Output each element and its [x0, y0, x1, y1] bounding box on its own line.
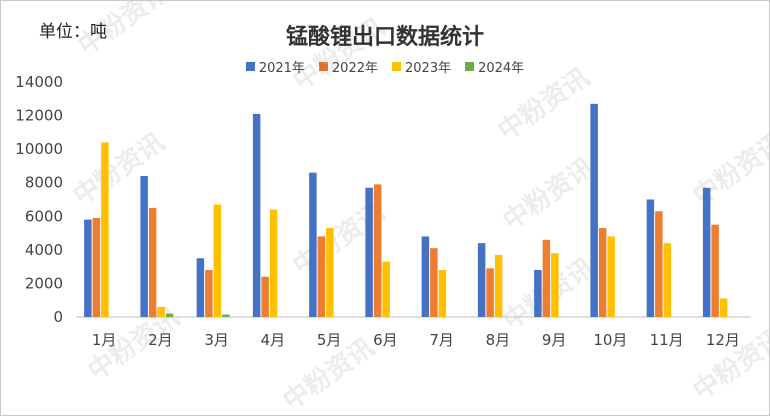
x-tick-label-5: 6月: [373, 331, 398, 349]
bar-0-11: [702, 187, 711, 317]
bar-2-0: [101, 142, 109, 317]
x-tick-label-1: 2月: [148, 331, 173, 349]
bar-2-10: [663, 243, 672, 317]
bar-1-0: [92, 217, 101, 317]
bar-1-11: [711, 224, 719, 317]
bar-2-4: [326, 228, 334, 317]
bar-0-1: [140, 176, 148, 317]
y-tick-label-4: 8000: [25, 174, 63, 192]
legend-label-1: 2022年: [331, 61, 378, 76]
bar-1-6: [430, 248, 438, 317]
bar-1-8: [542, 239, 551, 317]
bar-0-2: [196, 258, 205, 317]
bar-1-7: [486, 268, 494, 317]
x-tick-label-11: 12月: [706, 331, 740, 349]
bar-2-11: [719, 298, 728, 317]
bar-0-10: [646, 199, 655, 317]
x-tick-label-0: 1月: [92, 331, 117, 349]
legend-item-3: 2024年: [465, 57, 524, 76]
watermark-2: 中粉资讯: [493, 62, 595, 146]
bar-0-6: [421, 236, 430, 317]
unit-label: 单位：吨: [39, 22, 107, 42]
legend-label-0: 2021年: [258, 61, 305, 76]
chart-title: 锰酸锂出口数据统计: [285, 25, 484, 50]
bar-1-9: [598, 228, 607, 317]
bar-0-3: [252, 113, 261, 318]
bar-2-2: [213, 204, 222, 317]
watermark-1: 中粉资讯: [288, 12, 390, 96]
bar-0-5: [365, 187, 373, 317]
y-tick-label-7: 14000: [15, 73, 63, 91]
watermark-3: 中粉资讯: [688, 127, 769, 211]
y-tick-label-1: 2000: [25, 274, 63, 292]
x-tick-label-9: 10月: [593, 331, 627, 349]
bar-1-2: [205, 270, 213, 317]
bar-2-3: [269, 209, 278, 317]
legend-swatch-2: [392, 62, 401, 71]
y-tick-label-2: 4000: [25, 241, 63, 259]
legend-item-1: 2022年: [318, 57, 378, 76]
bar-0-0: [84, 219, 92, 317]
legend-label-3: 2024年: [478, 61, 525, 76]
y-tick-label-0: 0: [53, 308, 63, 326]
x-tick-label-10: 11月: [650, 331, 684, 349]
bar-2-9: [607, 236, 615, 317]
watermark-10: 中粉资讯: [498, 152, 600, 236]
bar-1-5: [373, 184, 382, 317]
y-tick-label-3: 6000: [25, 207, 63, 225]
x-tick-label-2: 3月: [204, 331, 229, 349]
bar-0-4: [309, 172, 317, 317]
bar-1-1: [148, 207, 157, 317]
x-tick-label-7: 8月: [486, 331, 511, 349]
bar-2-5: [382, 261, 390, 317]
legend: 2021年 2022年 2023年 2024年: [1, 57, 769, 76]
bar-3-2: [222, 314, 230, 317]
legend-swatch-1: [318, 62, 328, 71]
bar-2-6: [438, 270, 447, 317]
bar-1-4: [317, 236, 326, 317]
watermark-4: 中粉资讯: [68, 127, 170, 211]
legend-item-2: 2023年: [392, 57, 451, 76]
bar-2-7: [494, 254, 503, 317]
bar-3-1: [165, 313, 174, 317]
legend-swatch-0: [245, 62, 255, 71]
bar-0-9: [590, 103, 598, 317]
legend-label-2: 2023年: [405, 61, 452, 76]
x-tick-label-4: 5月: [317, 331, 342, 349]
x-tick-label-6: 7月: [429, 331, 454, 349]
watermark-0: 中粉资讯: [73, 1, 175, 62]
y-tick-label-6: 12000: [15, 107, 63, 125]
bar-1-10: [655, 211, 663, 317]
bar-1-3: [261, 276, 269, 317]
x-tick-label-3: 4月: [261, 331, 286, 349]
x-tick-label-8: 9月: [542, 331, 567, 349]
legend-item-0: 2021年: [245, 57, 305, 76]
legend-swatch-3: [465, 62, 475, 71]
bar-2-1: [157, 306, 165, 317]
bar-0-8: [534, 270, 542, 317]
bar-0-7: [477, 243, 486, 317]
y-tick-label-5: 10000: [15, 140, 63, 158]
bar-2-8: [551, 253, 559, 317]
